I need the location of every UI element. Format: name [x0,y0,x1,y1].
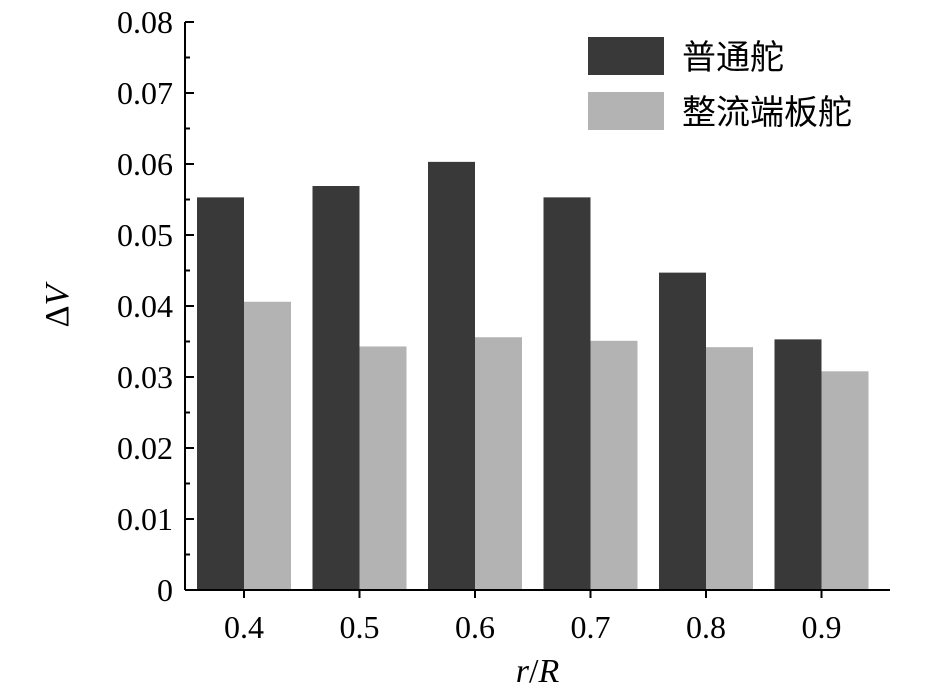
x-tick-label: 0.8 [686,609,726,645]
y-tick-label: 0.07 [117,75,173,111]
y-tick-label: 0 [157,572,173,608]
bar-normal-rudder [197,197,244,590]
bar-normal-rudder [659,272,706,590]
x-axis-title: r/R [516,653,560,690]
bar-end-plate-rudder [244,301,291,590]
y-axis-title: ΔV [39,280,76,327]
x-tick-label: 0.5 [340,609,380,645]
x-tick-label: 0.7 [571,609,611,645]
y-tick-label: 0.04 [117,288,173,324]
bar-end-plate-rudder [821,371,869,590]
legend-label: 普通舵 [682,38,784,78]
bar-normal-rudder [428,161,475,590]
bar-end-plate-rudder [359,346,407,590]
y-axis-ticks [185,21,194,591]
y-tick-label: 0.03 [117,359,173,395]
x-tick-label: 0.9 [802,609,842,645]
x-axis-tick-labels: 0.4 0.5 0.6 0.7 0.8 0.9 [224,609,842,645]
y-tick-label: 0.01 [117,501,173,537]
legend-swatch [588,37,664,75]
x-axis-title-var1: r [516,653,530,690]
y-axis-title-var: V [39,280,76,305]
x-tick-label: 0.6 [455,609,495,645]
legend-label: 整流端板舵 [682,93,852,133]
y-tick-label: 0.06 [117,146,173,182]
y-tick-label: 0.02 [117,430,173,466]
x-axis-ticks [243,590,823,598]
bar-end-plate-rudder [706,347,753,590]
bar-end-plate-rudder [590,340,638,590]
bar-normal-rudder [543,197,591,590]
bars [197,161,869,590]
y-tick-label: 0.08 [117,4,173,40]
legend-swatch [588,92,664,130]
bar-normal-rudder [774,339,822,590]
x-axis-title-sep: / [529,653,539,690]
y-axis-tick-labels: 0 0.01 0.02 0.03 0.04 0.05 0.06 0.07 0.08 [117,4,173,608]
y-axis-title-delta: Δ [39,305,76,327]
x-axis-title-var2: R [537,653,559,690]
bar-end-plate-rudder [475,337,522,590]
x-tick-label: 0.4 [224,609,264,645]
bar-normal-rudder [312,186,360,590]
y-tick-label: 0.05 [117,217,173,253]
